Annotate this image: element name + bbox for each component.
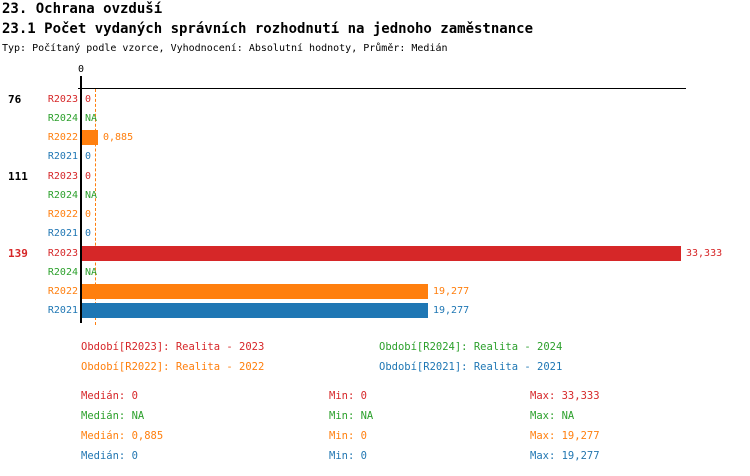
bar [82,246,681,261]
group-label: 139 [8,247,28,260]
stat-max-label: Max: [530,450,562,462]
row-label: R2024 [47,113,78,124]
stat-median-value: 0 [131,390,138,402]
row-label: R2021 [47,305,78,316]
bar-value-label: 0,885 [103,132,134,143]
stat-max-label: Max: [530,430,562,442]
stat-median-value: 0 [131,450,138,462]
stat-min-label: Min: [329,410,361,422]
stat-median-r2022: Medián: 0,885 [81,430,163,442]
stat-median-r2021: Medián: 0 [81,450,138,462]
stat-median-value: NA [131,410,145,422]
bar [82,130,98,145]
stat-min-value: NA [360,410,374,422]
x-axis-line [78,88,686,89]
legend-item-r2023: Období[R2023]: Realita - 2023 [81,341,265,353]
stat-max-value: 19,277 [561,430,600,442]
legend-item-r2021: Období[R2021]: Realita - 2021 [379,361,563,373]
stat-max-r2023: Max: 33,333 [530,390,600,402]
bar-value-label: 0 [85,171,92,182]
stat-max-r2022: Max: 19,277 [530,430,600,442]
stat-max-value: 19,277 [561,450,600,462]
stat-median-value: 0,885 [131,430,164,442]
stat-min-label: Min: [329,430,361,442]
bar-value-label: 19,277 [433,305,470,316]
bar-value-label: 0 [85,151,92,162]
page-subtitle: 23.1 Počet vydaných správních rozhodnutí… [2,21,534,37]
legend-item-r2024: Období[R2024]: Realita - 2024 [379,341,563,353]
row-label: R2021 [47,228,78,239]
stat-median-label: Medián: [81,390,132,402]
stat-max-label: Max: [530,410,562,422]
row-label: R2024 [47,267,78,278]
stat-max-r2024: Max: NA [530,410,574,422]
stat-median-label: Medián: [81,430,132,442]
stat-min-r2023: Min: 0 [329,390,367,402]
stat-median-r2023: Medián: 0 [81,390,138,402]
stat-median-label: Medián: [81,410,132,422]
legend-item-r2022: Období[R2022]: Realita - 2022 [81,361,265,373]
stat-median-r2024: Medián: NA [81,410,144,422]
stat-max-value: NA [561,410,575,422]
stat-max-r2021: Max: 19,277 [530,450,600,462]
stat-min-r2022: Min: 0 [329,430,367,442]
bar [82,284,428,299]
bar-value-label: NA [85,267,98,278]
y-axis-line [80,76,82,323]
bar-value-label: 33,333 [686,248,723,259]
bar-value-label: NA [85,190,98,201]
row-label: R2023 [47,248,78,259]
row-label: R2024 [47,190,78,201]
row-label: R2022 [47,209,78,220]
bar-value-label: 0 [85,209,92,220]
stat-median-label: Medián: [81,450,132,462]
group-label: 76 [8,93,22,106]
page-title: 23. Ochrana ovzduší [2,1,163,17]
stat-min-label: Min: [329,390,361,402]
row-label: R2022 [47,132,78,143]
stat-min-value: 0 [360,430,367,442]
bar-value-label: 19,277 [433,286,470,297]
bar-value-label: 0 [85,228,92,239]
stat-max-label: Max: [530,390,562,402]
stat-min-value: 0 [360,450,367,462]
stat-min-r2021: Min: 0 [329,450,367,462]
median-marker-line [95,89,96,325]
page-meta: Typ: Počítaný podle vzorce, Vyhodnocení:… [2,43,448,54]
stat-min-value: 0 [360,390,367,402]
stat-max-value: 33,333 [561,390,600,402]
axis-origin-label: 0 [77,64,85,75]
row-label: R2022 [47,286,78,297]
bar-value-label: NA [85,113,98,124]
stat-min-label: Min: [329,450,361,462]
row-label: R2023 [47,94,78,105]
group-label: 111 [8,170,28,183]
row-label: R2021 [47,151,78,162]
stat-min-r2024: Min: NA [329,410,373,422]
bar-value-label: 0 [85,94,92,105]
row-label: R2023 [47,171,78,182]
bar [82,303,428,318]
